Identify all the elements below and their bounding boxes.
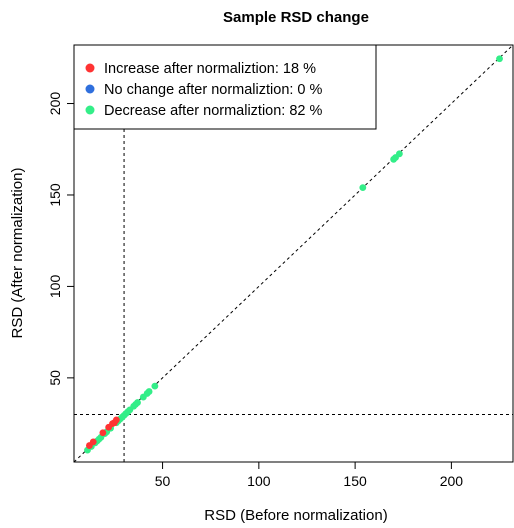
data-point [395, 150, 403, 158]
legend: Increase after normaliztion: 18 % No chan… [73, 44, 377, 130]
y-tick-label: 100 [47, 275, 63, 299]
data-point [89, 438, 97, 446]
data-point [112, 416, 120, 424]
legend-label: No change after normaliztion: 0 % [104, 82, 323, 98]
legend-marker [85, 105, 95, 115]
data-point [359, 184, 367, 192]
legend-marker [85, 63, 95, 73]
data-point [145, 388, 153, 395]
y-tick-label: 50 [47, 370, 63, 386]
legend-label: Increase after normaliztion: 18 % [104, 61, 316, 77]
y-axis-label: RSD (After normalization) [9, 168, 26, 339]
chart-title: Sample RSD change [223, 9, 369, 26]
legend-marker [85, 84, 95, 94]
x-tick-label: 200 [440, 473, 464, 489]
y-axis: 50 100 150 200 [47, 92, 75, 386]
x-tick-label: 50 [155, 473, 171, 489]
data-point [99, 429, 107, 437]
data-point [134, 399, 141, 406]
data-point [151, 382, 159, 390]
x-tick-label: 150 [343, 473, 367, 489]
reference-lines [73, 44, 514, 463]
legend-label: Decrease after normaliztion: 82 % [104, 103, 323, 119]
data-point [496, 55, 503, 63]
y-tick-label: 200 [47, 92, 63, 116]
x-axis: 50 100 150 200 [155, 461, 464, 489]
diagonal-reference-line [73, 44, 514, 463]
x-tick-label: 100 [247, 473, 271, 489]
data-points [84, 55, 503, 454]
x-axis-label: RSD (Before normalization) [204, 507, 387, 524]
legend-box [73, 44, 377, 130]
y-tick-label: 150 [47, 183, 63, 207]
